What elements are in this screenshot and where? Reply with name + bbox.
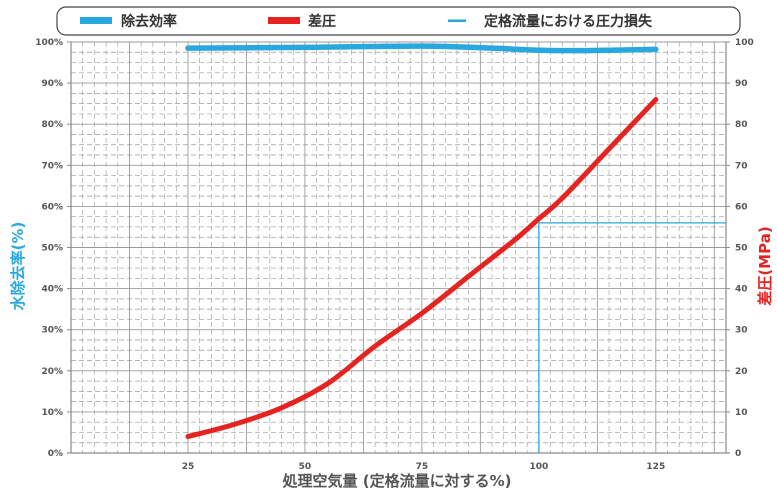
y-tick-label-left: 100%: [35, 38, 63, 48]
y-tick-label-left: 60%: [41, 202, 63, 212]
x-tick-label: 25: [182, 462, 195, 472]
y-tick-label-left: 50%: [41, 244, 63, 254]
y-tick-label-left: 0%: [48, 449, 63, 459]
y-tick-label-right: 40: [735, 285, 748, 295]
y-tick-label-left: 10%: [41, 408, 63, 418]
y-tick-label-left: 90%: [41, 79, 63, 89]
y-tick-label-right: 0: [735, 449, 741, 459]
axes: [67, 41, 730, 454]
grid: [71, 41, 727, 453]
y-tick-label-right: 90: [735, 79, 748, 89]
series: [185, 43, 659, 440]
y-tick-label-left: 40%: [41, 285, 63, 295]
legend: 除去効率 差圧 定格流量における圧力損失: [56, 6, 741, 36]
y-tick-label-right: 60: [735, 202, 748, 212]
y-tick-label-right: 70: [735, 161, 748, 171]
legend-label-removal: 除去効率: [121, 13, 177, 30]
y-axis-left-title: 水除去率(%): [9, 222, 27, 311]
legend-swatch-rated-loss: [448, 19, 466, 22]
legend-label-pressure: 差圧: [308, 13, 336, 30]
tick-labels: 0% 10% 20% 30% 40% 50% 60% 70% 80% 90% 100% 0 10 20 30…: [35, 38, 754, 472]
legend-swatch-removal: [80, 17, 112, 24]
x-axis-title: 処理空気量 (定格流量に対する%): [282, 472, 512, 490]
legend-label-rated-loss: 定格流量における圧力損失: [484, 13, 653, 30]
y-axis-right-title: 差圧(MPa): [756, 226, 774, 305]
y-tick-label-right: 100: [735, 38, 754, 48]
y-tick-label-right: 30: [735, 326, 748, 336]
series-line-differential-pressure: [185, 97, 659, 440]
reference-lines: [538, 222, 726, 453]
y-tick-label-right: 10: [735, 408, 748, 418]
series-line-removal-efficiency: [185, 43, 659, 54]
legend-swatch-pressure: [268, 17, 300, 24]
y-tick-label-left: 20%: [41, 367, 63, 377]
y-tick-label-right: 20: [735, 367, 748, 377]
x-tick-label: 100: [529, 462, 548, 472]
y-tick-label-left: 80%: [41, 120, 63, 130]
y-tick-label-right: 50: [735, 244, 748, 254]
legend-box: [56, 6, 741, 36]
x-tick-label: 75: [416, 462, 429, 472]
y-tick-label-right: 80: [735, 120, 748, 130]
x-tick-label: 50: [299, 462, 312, 472]
y-tick-label-left: 30%: [41, 326, 63, 336]
y-tick-label-left: 70%: [41, 161, 63, 171]
x-tick-label: 125: [646, 462, 665, 472]
